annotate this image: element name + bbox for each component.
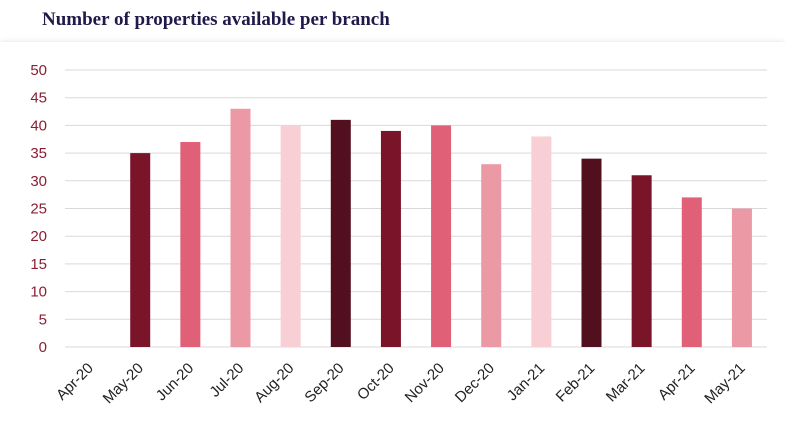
x-tick-label: Jul-20: [206, 360, 247, 401]
bar: [130, 153, 151, 347]
bar: [431, 125, 452, 348]
x-tick-label: Dec-20: [452, 360, 498, 406]
bar: [230, 108, 251, 347]
y-tick-label: 50: [30, 62, 47, 79]
x-tick-label: May-21: [701, 360, 748, 407]
bar: [681, 197, 702, 347]
y-tick-label: 5: [39, 311, 47, 328]
bar: [531, 136, 552, 347]
x-tick-label: Jun-20: [153, 360, 197, 404]
x-tick-label: Apr-20: [53, 360, 97, 404]
x-tick-label: Feb-21: [553, 360, 599, 406]
y-tick-label: 35: [30, 145, 47, 162]
bar: [631, 175, 652, 347]
x-tick-label: Jan-21: [504, 360, 548, 404]
bar: [280, 125, 301, 348]
bar: [380, 130, 401, 347]
y-tick-label: 45: [30, 90, 47, 107]
y-tick-label: 20: [30, 228, 47, 245]
y-tick-label: 30: [30, 173, 47, 190]
bar: [581, 158, 602, 347]
bar: [180, 142, 201, 347]
y-tick-label: 25: [30, 201, 47, 218]
bar: [330, 119, 351, 347]
x-tick-label: May-20: [100, 360, 147, 407]
bar: [481, 164, 502, 347]
x-tick-label: Mar-21: [603, 360, 649, 406]
y-tick-label: 40: [30, 117, 47, 134]
y-tick-label: 10: [30, 284, 47, 301]
y-tick-label: 15: [30, 256, 47, 273]
x-tick-label: Oct-20: [354, 360, 398, 404]
x-tick-label: Aug-20: [251, 360, 297, 406]
chart-title: Number of properties available per branc…: [42, 9, 390, 30]
x-tick-label: Nov-20: [402, 360, 448, 406]
y-tick-label: 0: [39, 339, 47, 356]
x-tick-label: Sep-20: [301, 360, 347, 406]
bar: [731, 208, 752, 347]
x-tick-label: Apr-21: [655, 360, 699, 404]
